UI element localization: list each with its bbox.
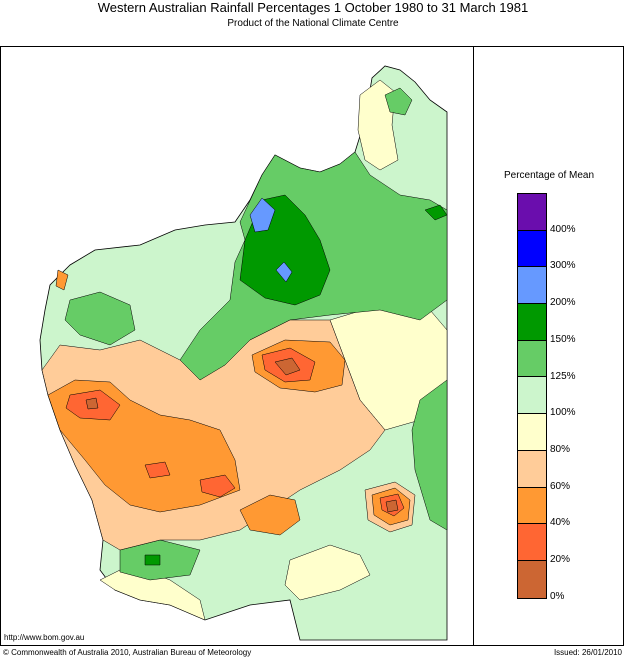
copyright-notice: © Commonwealth of Australia 2010, Austra… bbox=[3, 648, 252, 657]
band-20-40-mid bbox=[144, 461, 171, 479]
legend-swatch bbox=[518, 304, 546, 341]
band-40-60-coast bbox=[55, 269, 69, 291]
legend-tick-label: 0% bbox=[550, 590, 565, 602]
map-title: Western Australian Rainfall Percentages … bbox=[97, 0, 529, 15]
band-40-60-south bbox=[239, 494, 301, 536]
legend-tick-label: 100% bbox=[550, 407, 576, 419]
legend-swatch bbox=[518, 524, 546, 561]
legend-divider bbox=[473, 46, 474, 646]
legend-swatch bbox=[518, 194, 546, 231]
legend-swatch bbox=[518, 377, 546, 415]
legend-swatch bbox=[518, 230, 546, 268]
band-80-100-southeast bbox=[284, 544, 371, 601]
legend-tick-label: 300% bbox=[550, 260, 576, 272]
color-legend bbox=[517, 193, 547, 599]
band-0-20-west bbox=[85, 397, 99, 410]
band-150-200-east bbox=[424, 204, 448, 221]
legend-tick-label: 400% bbox=[550, 223, 576, 235]
rainfall-map bbox=[39, 65, 448, 641]
band-200-300-centre bbox=[275, 261, 293, 283]
legend-swatch bbox=[518, 267, 546, 305]
issued-date: Issued: 26/01/2010 bbox=[553, 648, 622, 657]
map-frame bbox=[0, 46, 624, 646]
band-0-20-centre bbox=[274, 357, 301, 376]
legend-tick-label: 20% bbox=[550, 554, 571, 565]
legend-tick-label: 200% bbox=[550, 297, 576, 309]
legend-title: Percentage of Mean bbox=[503, 170, 595, 181]
band-150-200-south bbox=[144, 554, 161, 566]
legend-swatch bbox=[518, 560, 546, 598]
legend-swatch bbox=[518, 450, 546, 488]
band-125-150-ne bbox=[384, 87, 413, 116]
legend-swatch bbox=[518, 414, 546, 451]
legend-tick-label: 150% bbox=[550, 333, 576, 345]
legend-tick-label: 60% bbox=[550, 480, 571, 492]
legend-tick-label: 40% bbox=[550, 517, 571, 529]
legend-swatch bbox=[518, 340, 546, 378]
legend-swatch bbox=[518, 487, 546, 525]
band-125-150-west bbox=[64, 291, 136, 346]
band-0-20-se bbox=[385, 499, 399, 513]
band-20-40-south bbox=[199, 474, 236, 498]
map-subtitle: Product of the National Climate Centre bbox=[227, 18, 399, 29]
legend-tick-label: 80% bbox=[550, 443, 571, 455]
source-url[interactable]: http://www.bom.gov.au bbox=[4, 633, 85, 642]
band-125-150-east bbox=[411, 379, 448, 531]
band-200-300-north bbox=[249, 197, 276, 233]
legend-tick-label: 125% bbox=[550, 370, 576, 382]
